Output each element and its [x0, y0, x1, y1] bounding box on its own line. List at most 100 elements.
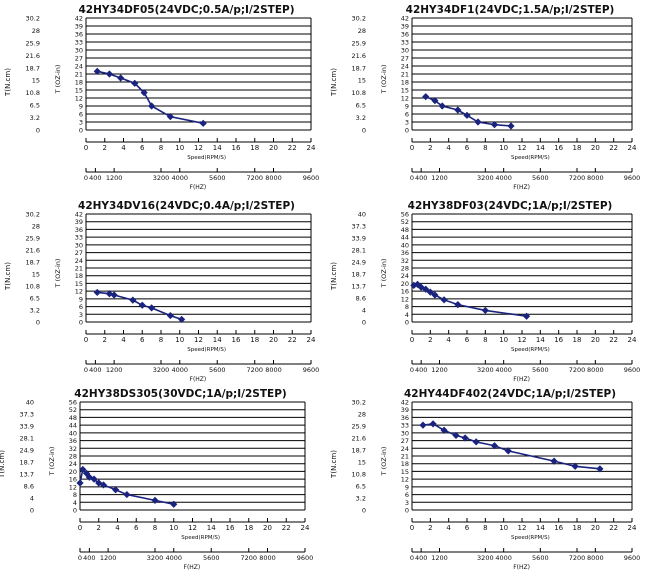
left-unit-tick-label: 3.2: [356, 495, 366, 503]
x-axis-label-freq: F(HZ): [513, 564, 530, 571]
data-point-marker: [93, 288, 101, 297]
left-unit-tick-label: 18.7: [20, 459, 34, 467]
x-tick-label: 22: [288, 336, 297, 344]
right-unit-tick-label: 16: [69, 476, 77, 484]
right-unit-tick-label: 32: [69, 445, 77, 453]
x-tick-label: 14: [213, 144, 222, 152]
data-point-marker: [490, 121, 499, 129]
left-unit-tick-label: 0: [36, 319, 40, 327]
x-tick-label: 10: [169, 524, 178, 532]
left-unit-tick-label: 6.5: [30, 102, 40, 110]
freq-tick-label: 0: [84, 174, 88, 182]
data-point-marker: [474, 118, 482, 126]
data-point-marker: [148, 102, 156, 110]
x-tick-label: 0: [84, 336, 88, 344]
right-unit-tick-label: 6: [79, 303, 83, 311]
freq-tick-label: 3200: [477, 554, 494, 562]
data-point-marker: [138, 301, 146, 309]
x-tick-label: 4: [446, 524, 451, 532]
x-tick-label: 6: [465, 336, 470, 344]
data-point-marker: [490, 442, 499, 450]
right-unit-tick-label: 39: [401, 406, 409, 414]
data-point-marker: [148, 304, 156, 312]
x-tick-label: 2: [103, 336, 107, 344]
right-unit-tick-label: 28: [401, 265, 409, 273]
x-tick-label: 14: [207, 524, 216, 532]
left-unit-tick-label: 13.7: [352, 283, 366, 291]
chart-title: 42HY44DF402(24VDC;1A/p;I/2STEP): [404, 388, 616, 400]
y-axis-label-right: T (OZ-in): [380, 259, 388, 289]
left-unit-tick-label: 21.6: [352, 52, 366, 60]
left-unit-tick-label: 25.9: [352, 39, 366, 47]
chart-title: 42HY34DF1(24VDC;1.5A/p;I/2STEP): [406, 4, 615, 16]
x-tick-label: 16: [554, 336, 563, 344]
right-unit-tick-label: 36: [75, 226, 83, 234]
x-tick-label: 20: [269, 336, 278, 344]
x-tick-label: 10: [499, 336, 508, 344]
data-point-marker: [472, 438, 480, 446]
left-unit-tick-label: 4: [362, 307, 366, 315]
left-unit-tick-label: 18.7: [352, 64, 366, 72]
data-point-marker: [166, 311, 174, 320]
x-tick-label: 10: [175, 336, 184, 344]
right-unit-tick-label: 39: [75, 23, 83, 31]
left-unit-tick-label: 18.7: [26, 259, 40, 267]
freq-tick-label: 7200: [569, 554, 586, 562]
left-unit-tick-label: 25.9: [26, 39, 40, 47]
left-unit-tick-label: 18.7: [352, 447, 366, 455]
chart-title: 42HY34DF05(24VDC;0.5A/p;I/2STEP): [79, 4, 295, 16]
x-tick-label: 24: [307, 336, 316, 344]
y-axis-label-left: T(N.cm): [330, 262, 338, 291]
left-unit-tick-label: 37.3: [352, 223, 366, 231]
freq-tick-label: 7200: [246, 366, 263, 374]
chart-panel-3: 42HY34DV16(24VDC;0.4A/p;I/2STEP) 4 2 393633…: [4, 200, 319, 383]
right-unit-tick-label: 12: [75, 95, 83, 103]
right-unit-tick-label: 36: [401, 414, 409, 422]
right-unit-tick-label: 9: [405, 483, 409, 491]
right-unit-tick-label: 8: [73, 491, 77, 499]
data-point-marker: [550, 457, 558, 465]
right-unit-tick-label: 33: [75, 234, 83, 242]
x-axis-label-speed: Speed(RPM/S): [511, 155, 550, 161]
left-unit-tick-label: 28: [358, 411, 366, 419]
left-unit-tick-label: 21.6: [352, 435, 366, 443]
freq-tick-label: 7200: [240, 554, 257, 562]
left-unit-tick-label: 28.1: [20, 435, 34, 443]
freq-tick-label: 4000: [171, 366, 188, 374]
right-unit-tick-label: 30: [75, 241, 83, 249]
left-unit-tick-label: 30.2: [352, 15, 366, 23]
freq-tick-label: 3200: [153, 366, 170, 374]
x-tick-label: 18: [250, 336, 259, 344]
data-point-marker: [129, 296, 137, 304]
freq-tick-label: 1200: [106, 174, 123, 182]
data-point-marker: [440, 296, 448, 304]
chart-title: 42HY38DF03(24VDC;1A/p;I/2STEP): [408, 200, 613, 212]
left-unit-tick-label: 0: [36, 127, 40, 135]
chart-title: 42HY34DV16(24VDC;0.4A/p;I/2STEP): [78, 200, 295, 212]
chart-panel-4: 42HY38DF03(24VDC;1A/p;I/2STEP)5652484440…: [330, 200, 640, 383]
right-unit-tick-label: 39: [75, 218, 83, 226]
torque-curve-line: [97, 70, 204, 125]
x-axis-label-speed: Speed(RPM/S): [511, 347, 550, 353]
data-point-marker: [507, 122, 515, 130]
x-axis-label-freq: F(HZ): [190, 184, 207, 191]
x-tick-label: 10: [175, 144, 184, 152]
data-point-marker: [422, 285, 430, 293]
freq-tick-label: 5600: [209, 366, 226, 374]
left-unit-tick-label: 0: [362, 319, 366, 327]
x-tick-label: 4: [121, 336, 126, 344]
x-tick-label: 16: [554, 144, 563, 152]
left-unit-tick-label: 8.6: [356, 295, 366, 303]
right-unit-tick-label: 12: [401, 295, 409, 303]
left-unit-tick-label: 0: [362, 507, 366, 515]
left-unit-tick-label: 40: [26, 399, 34, 407]
data-point-marker: [422, 93, 430, 101]
freq-tick-label: 5600: [532, 174, 549, 182]
right-unit-tick-label: 40: [69, 429, 77, 437]
right-unit-tick-label: 21: [401, 453, 409, 461]
left-unit-tick-label: 28: [32, 223, 40, 231]
x-tick-label: 18: [573, 336, 582, 344]
freq-tick-label: 9600: [303, 366, 320, 374]
right-unit-tick-label: 20: [401, 280, 409, 288]
right-unit-tick-label: 56: [401, 211, 409, 219]
